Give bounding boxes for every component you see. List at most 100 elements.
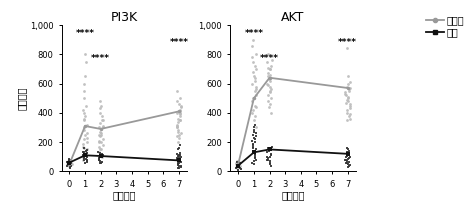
Point: [251, 130, 258, 134]
Point: [176, 165, 183, 168]
Point: [345, 157, 352, 161]
Point: [80, 126, 88, 129]
Point: [264, 72, 272, 75]
Point: [235, 163, 243, 166]
Point: [251, 155, 259, 158]
Point: [345, 157, 353, 160]
Point: [266, 159, 274, 163]
Point: [174, 162, 182, 166]
Point: [344, 151, 351, 154]
Point: [248, 99, 256, 103]
Point: [250, 136, 258, 139]
Point: [67, 161, 74, 164]
Point: [344, 150, 352, 153]
Point: [97, 154, 104, 158]
Point: [264, 53, 272, 56]
Point: [346, 152, 353, 155]
Point: [82, 104, 90, 107]
Point: [266, 162, 274, 166]
Point: [98, 119, 106, 122]
Point: [252, 140, 259, 144]
Point: [174, 159, 182, 163]
Point: [344, 82, 352, 85]
Text: ****: ****: [338, 38, 357, 47]
Point: [177, 105, 184, 109]
Y-axis label: 荱光強度: 荱光強度: [17, 87, 27, 110]
Point: [234, 162, 241, 166]
Point: [344, 99, 351, 103]
Point: [233, 166, 241, 169]
Point: [173, 89, 181, 93]
Point: [66, 157, 73, 161]
Point: [252, 138, 259, 141]
Point: [81, 150, 88, 153]
Point: [250, 75, 258, 78]
Point: [233, 162, 241, 165]
Point: [80, 97, 87, 100]
Point: [232, 162, 240, 166]
Point: [249, 97, 257, 100]
Point: [96, 157, 103, 160]
Point: [267, 79, 274, 82]
Point: [235, 165, 242, 168]
Point: [98, 155, 105, 158]
Point: [249, 143, 257, 147]
Point: [80, 111, 87, 115]
Point: [176, 114, 184, 117]
Point: [98, 160, 105, 163]
Point: [249, 60, 257, 63]
Text: ****: ****: [91, 54, 110, 63]
Point: [68, 162, 75, 166]
Point: [82, 149, 90, 153]
Point: [83, 148, 91, 152]
Point: [345, 88, 353, 91]
Point: [343, 151, 350, 155]
Point: [251, 152, 259, 155]
Point: [176, 153, 183, 156]
Point: [82, 152, 90, 155]
Point: [97, 161, 105, 164]
Point: [343, 154, 350, 157]
Point: [252, 151, 259, 154]
Point: [264, 99, 272, 103]
Point: [97, 148, 104, 151]
Point: [268, 97, 275, 100]
Point: [346, 155, 354, 158]
Point: [66, 158, 73, 161]
Point: [266, 89, 274, 93]
Point: [252, 158, 259, 161]
Point: [264, 75, 272, 78]
Point: [236, 163, 243, 166]
Point: [265, 105, 273, 109]
Point: [175, 146, 183, 150]
Point: [174, 154, 182, 158]
Point: [83, 132, 91, 135]
Point: [99, 153, 107, 156]
Point: [99, 152, 106, 155]
Point: [266, 85, 273, 88]
Point: [82, 161, 89, 164]
Point: [343, 47, 351, 50]
Point: [264, 82, 271, 85]
Point: [173, 99, 181, 103]
Point: [96, 130, 104, 134]
Point: [251, 76, 259, 79]
Point: [248, 44, 256, 47]
Point: [346, 102, 354, 106]
Point: [174, 162, 182, 165]
Point: [252, 132, 260, 135]
Point: [342, 161, 349, 164]
Point: [344, 162, 352, 166]
Point: [249, 133, 257, 136]
Point: [232, 161, 240, 164]
Point: [267, 154, 274, 157]
Point: [97, 132, 105, 135]
Point: [96, 157, 103, 161]
Point: [95, 159, 103, 162]
Point: [80, 146, 87, 150]
Point: [95, 126, 102, 129]
Point: [249, 70, 257, 74]
Point: [67, 161, 74, 164]
Point: [267, 111, 274, 115]
Point: [83, 156, 91, 159]
